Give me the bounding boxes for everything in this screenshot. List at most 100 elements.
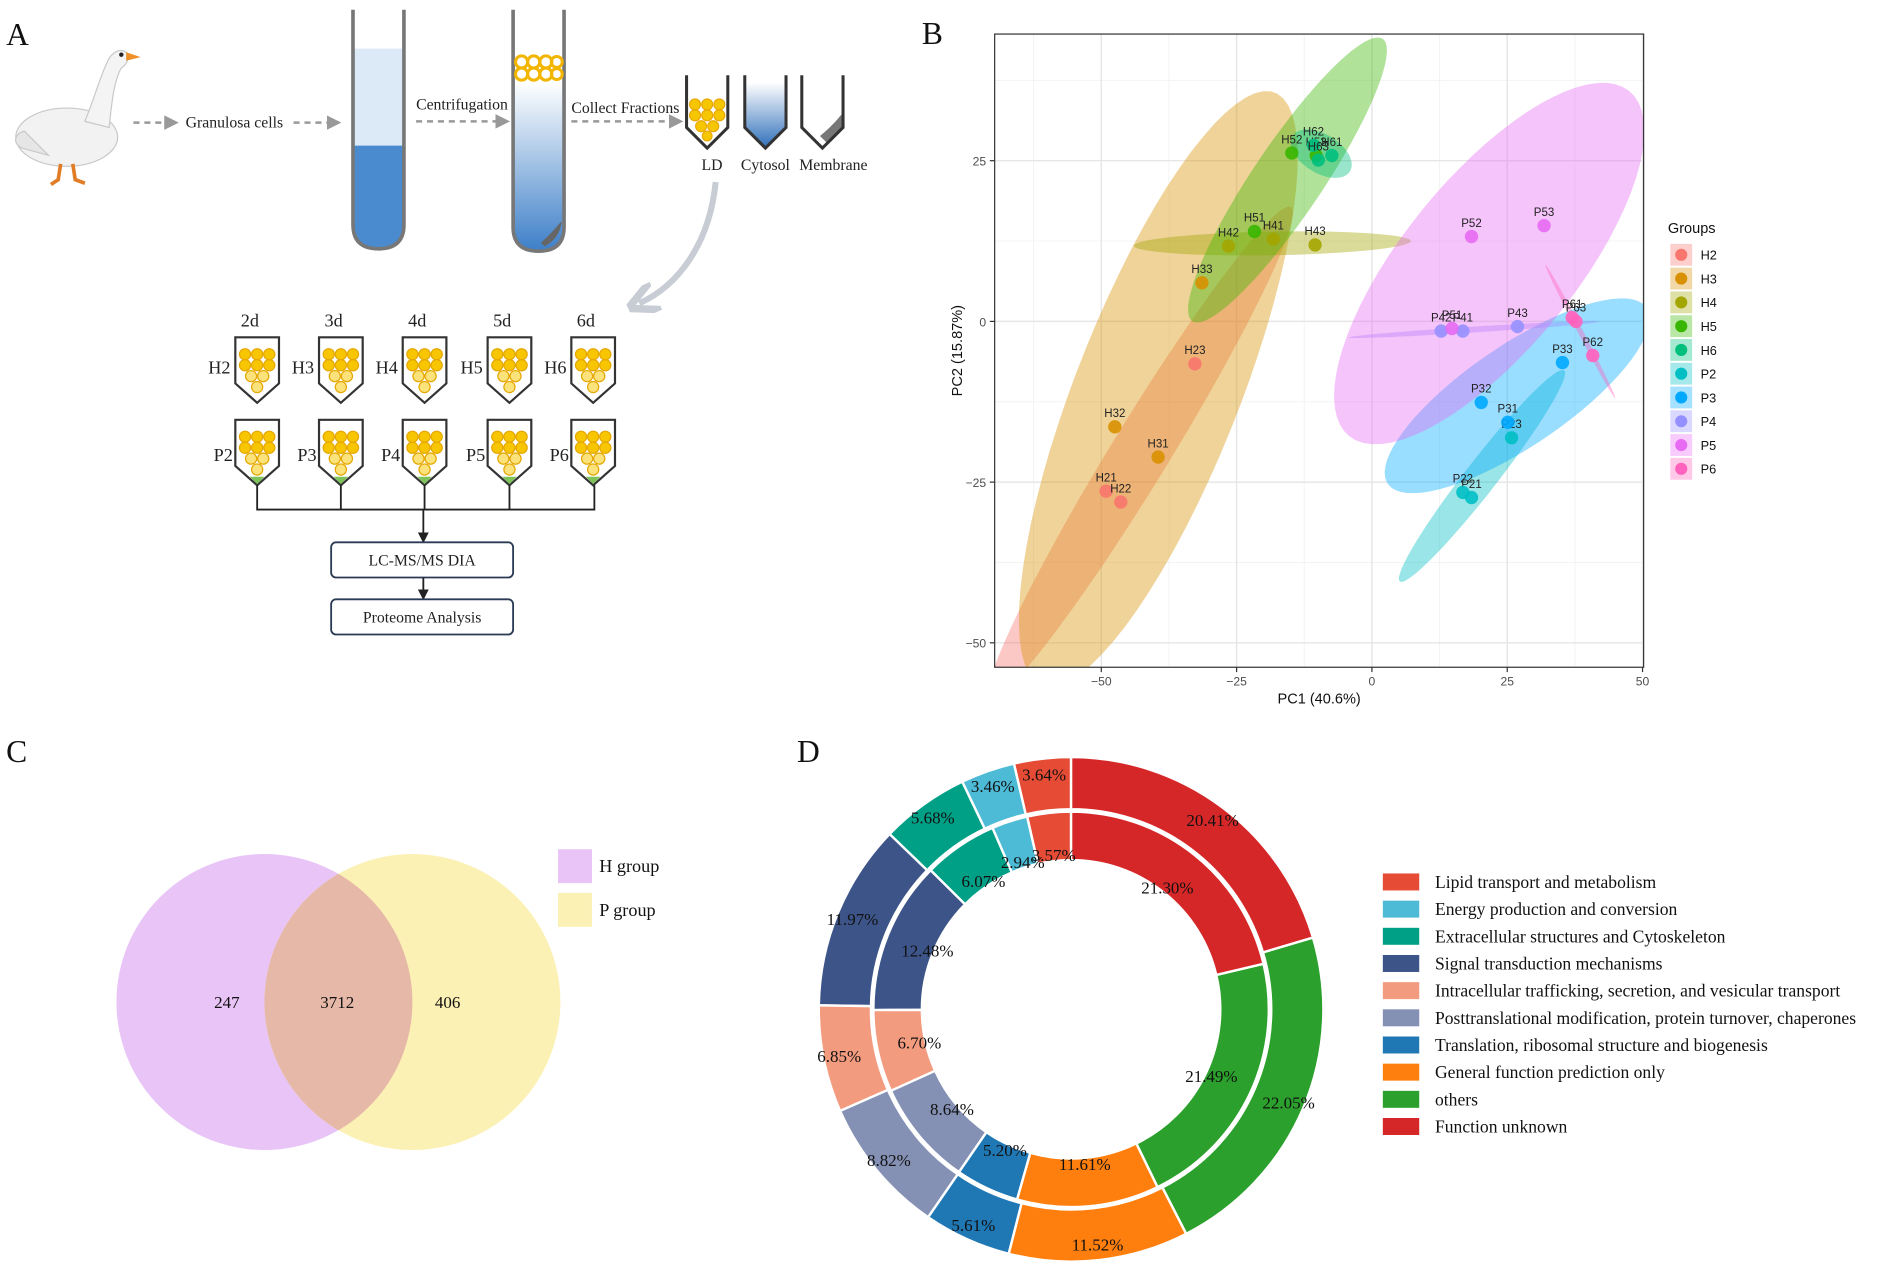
day-label: 3d — [324, 310, 342, 330]
sample-label: P4 — [381, 445, 400, 465]
lipid-droplet — [257, 452, 270, 465]
point-label: P22 — [1453, 474, 1474, 486]
lipid-droplet — [263, 430, 276, 443]
point-label: H41 — [1263, 220, 1284, 232]
tube — [511, 9, 566, 254]
sample-tube — [486, 418, 533, 487]
day-label: 2d — [241, 310, 259, 330]
lipid-droplet — [593, 369, 606, 383]
slice-label: 6.85% — [817, 1047, 861, 1066]
legend-swatch — [1382, 954, 1420, 972]
lipid-droplet — [334, 441, 348, 454]
lipid-droplet — [250, 348, 264, 361]
lipid-droplet — [250, 463, 264, 476]
lipid-droplet — [503, 430, 516, 443]
slice-label: 22.05% — [1262, 1093, 1314, 1112]
point-label: P33 — [1552, 344, 1573, 356]
point-label: H33 — [1191, 264, 1212, 276]
legend-swatch — [557, 892, 592, 927]
confidence-ellipse — [1188, 37, 1387, 323]
point-label: P32 — [1471, 384, 1492, 396]
panel-label: C — [6, 734, 27, 769]
point — [1195, 276, 1209, 290]
slice-label: 8.64% — [930, 1100, 974, 1119]
day-label: 6d — [577, 310, 595, 330]
point-label: H61 — [1321, 137, 1342, 149]
lipid-droplet — [250, 441, 264, 454]
lipid-droplet — [424, 452, 437, 465]
sample-tube — [401, 336, 448, 405]
lipid-droplet — [418, 348, 431, 361]
point-label: H23 — [1184, 345, 1205, 357]
lipid-droplet — [491, 359, 504, 372]
lipid-droplet — [346, 441, 360, 454]
legend-label: H3 — [1701, 271, 1717, 286]
legend-label: P4 — [1701, 414, 1717, 429]
slice-label: 3.46% — [971, 777, 1015, 796]
point-label: P41 — [1453, 312, 1474, 324]
curved-arrow — [639, 181, 719, 303]
point — [1188, 357, 1202, 371]
lipid-droplet — [244, 452, 258, 465]
y-tick-label: 0 — [979, 315, 986, 329]
lipid-droplet — [430, 348, 443, 361]
point — [1285, 146, 1299, 160]
lipid-droplet — [250, 430, 264, 443]
point — [1151, 450, 1165, 464]
slice-label: 21.49% — [1185, 1067, 1237, 1086]
donut-slice — [1069, 755, 1315, 954]
lipid-droplet — [586, 463, 600, 476]
legend-label: H6 — [1701, 343, 1717, 358]
point-label: P21 — [1461, 479, 1482, 491]
legend-label: Energy production and conversion — [1435, 899, 1678, 919]
x-tick-label: −25 — [1226, 674, 1247, 688]
slice-label: 5.61% — [951, 1216, 995, 1235]
slice-label: 11.61% — [1059, 1155, 1111, 1174]
point — [1114, 495, 1128, 509]
lipid-droplet — [586, 441, 600, 454]
legend-label: Lipid transport and metabolism — [1435, 872, 1656, 892]
sample-label: H2 — [208, 358, 230, 378]
legend-label: P3 — [1701, 390, 1717, 405]
sample-label: H5 — [461, 358, 483, 378]
slice-label: 3.57% — [1032, 846, 1076, 865]
y-tick-label: −50 — [966, 637, 987, 651]
lipid-droplet — [263, 348, 276, 361]
sample-label: H3 — [292, 358, 314, 378]
lipid-droplet — [238, 430, 252, 443]
panel-label: A — [6, 17, 29, 52]
point-label: P63 — [1566, 303, 1587, 315]
lipid-droplet — [322, 359, 335, 372]
point-label: H43 — [1305, 226, 1326, 238]
x-tick-label: −50 — [1091, 674, 1112, 688]
lipid-droplet — [491, 430, 504, 443]
lipid-droplet — [586, 380, 600, 394]
sample-tube — [317, 418, 364, 487]
lipid-droplet — [593, 452, 606, 465]
legend-point — [1675, 343, 1688, 356]
lipid-droplet — [406, 359, 419, 372]
legend-label: P group — [599, 900, 655, 920]
slice-label: 8.82% — [867, 1151, 911, 1170]
legend-label: Extracellular structures and Cytoskeleto… — [1435, 926, 1726, 946]
fraction-tube — [743, 75, 788, 151]
tube — [351, 9, 406, 251]
step-label: Collect Fractions — [571, 100, 679, 117]
lipid-droplet — [263, 441, 276, 454]
slice-label: 20.41% — [1186, 811, 1238, 830]
lipid-droplet — [515, 359, 528, 372]
slice-label: 21.30% — [1141, 879, 1193, 898]
legend-label: Function unknown — [1435, 1117, 1568, 1137]
lipid-droplet — [334, 348, 348, 361]
point-label: H32 — [1104, 408, 1125, 420]
lipid-droplet — [346, 348, 360, 361]
lipid-droplet — [574, 430, 588, 443]
tube-bottom — [585, 476, 601, 485]
lipid-droplet — [238, 359, 252, 372]
legend-swatch — [1382, 873, 1420, 891]
lipid-droplet — [250, 359, 264, 372]
legend-label: Posttranslational modification, protein … — [1435, 1008, 1856, 1028]
sample-tube — [401, 418, 448, 487]
lipid-droplet — [503, 441, 516, 454]
legend-point — [1675, 415, 1688, 428]
